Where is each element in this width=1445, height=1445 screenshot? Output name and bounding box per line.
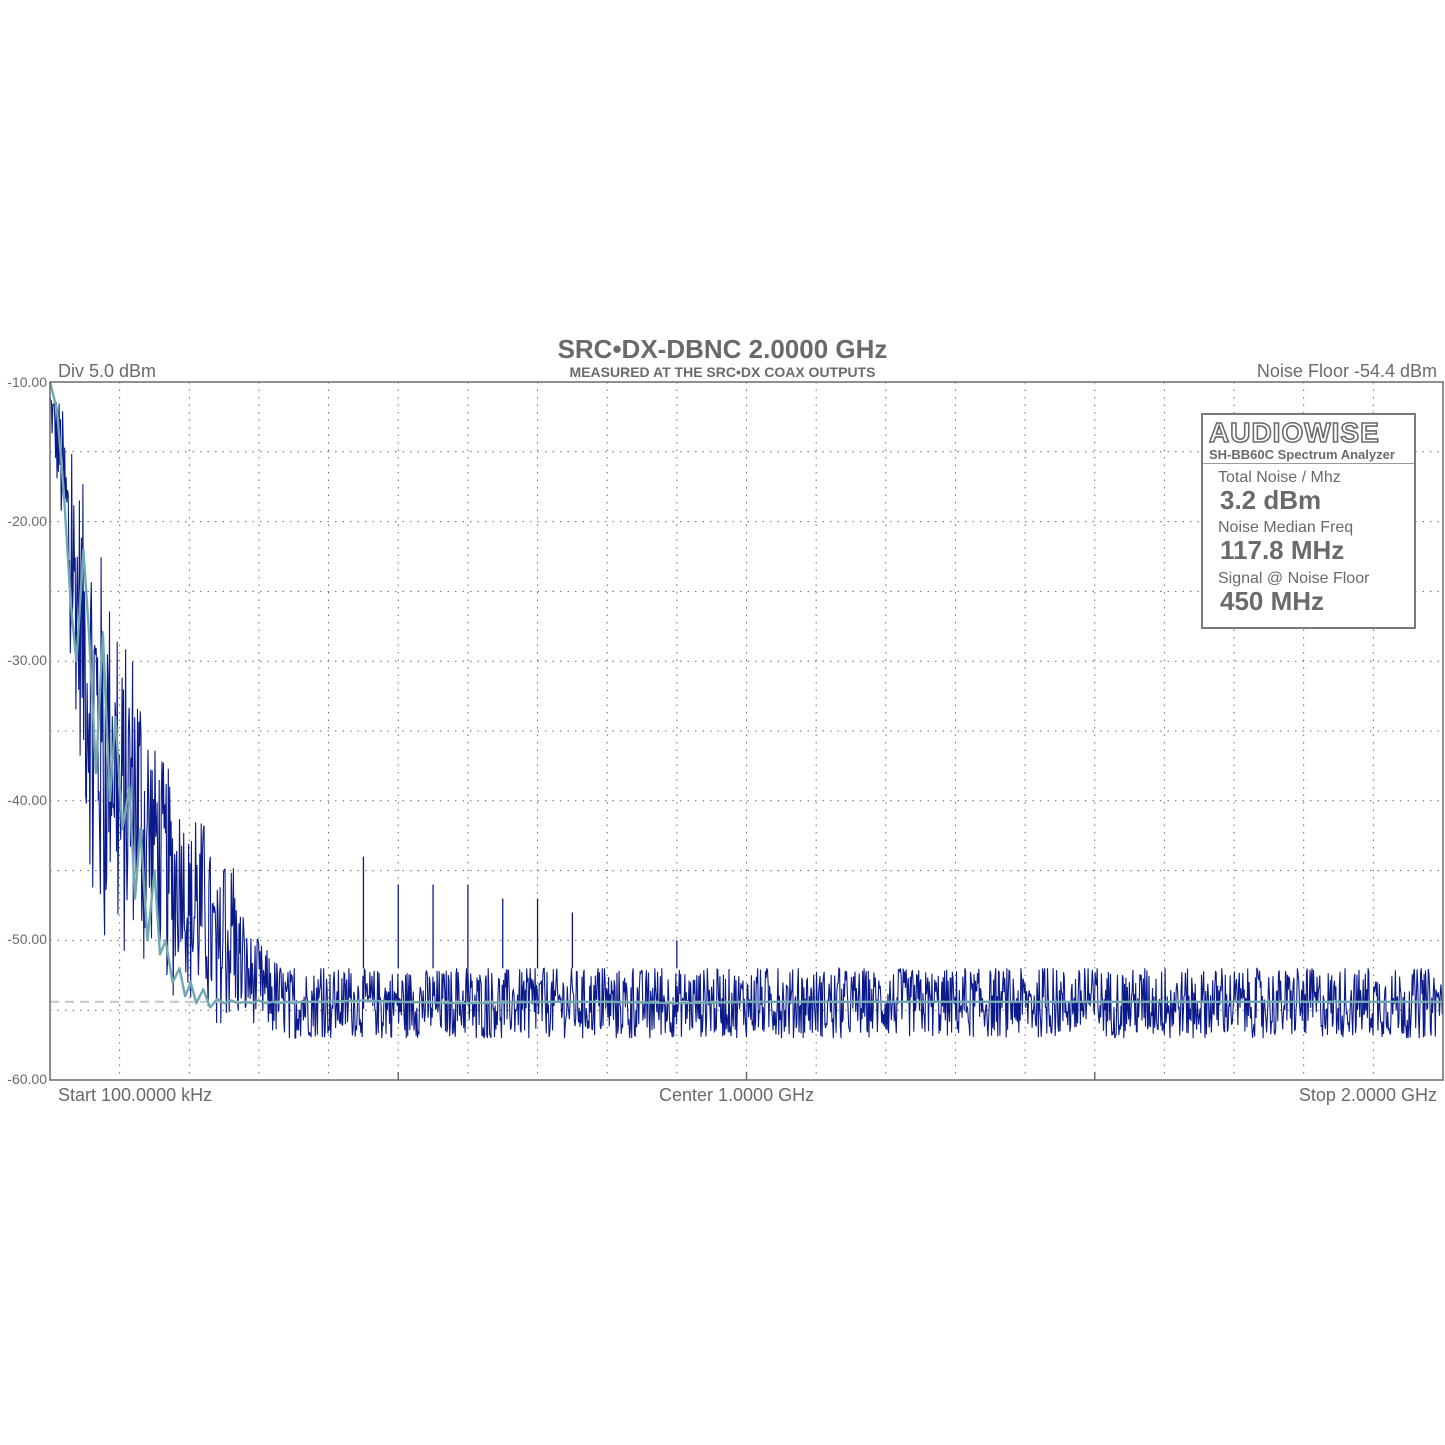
- chart-title: SRC•DX-DBNC 2.0000 GHz: [557, 334, 888, 364]
- total-noise-value: 3.2 dBm: [1220, 485, 1322, 515]
- chart-subtitle: MEASURED AT THE SRC•DX COAX OUTPUTS: [569, 364, 876, 380]
- average-trace: [48, 381, 1443, 1009]
- total-noise-label: Total Noise / Mhz: [1218, 469, 1341, 486]
- info-box: AUDIOWISE SH-BB60C Spectrum Analyzer Tot…: [1201, 413, 1416, 629]
- y-tick-label: -50.00: [7, 931, 47, 947]
- analyzer-model: SH-BB60C Spectrum Analyzer: [1209, 447, 1395, 462]
- noise-median-value: 117.8 MHz: [1220, 535, 1345, 565]
- brand-logo: AUDIOWISE: [1208, 416, 1380, 449]
- start-frequency-label: Start 100.0000 kHz: [58, 1085, 213, 1105]
- signal-noise-floor-value: 450 MHz: [1220, 586, 1325, 616]
- y-tick-label: -60.00: [7, 1071, 47, 1087]
- noise-median-label: Noise Median Freq: [1218, 519, 1354, 536]
- spectrum-noise-trace: [49, 396, 1443, 1039]
- div-label: Div 5.0 dBm: [58, 361, 157, 381]
- plot-frame: [49, 381, 1444, 1081]
- y-tick-label: -20.00: [7, 513, 47, 529]
- y-tick-label: -10.00: [7, 374, 47, 390]
- noise-floor-label: Noise Floor -54.4 dBm: [1256, 361, 1437, 381]
- y-tick-label: -40.00: [7, 792, 47, 808]
- center-frequency-label: Center 1.0000 GHz: [659, 1085, 815, 1105]
- grid: [50, 382, 1443, 1080]
- signal-noise-floor-label: Signal @ Noise Floor: [1218, 570, 1370, 587]
- spectrum-trace: [49, 396, 1443, 1039]
- stop-frequency-label: Stop 2.0000 GHz: [1298, 1085, 1437, 1105]
- y-tick-label: -30.00: [7, 652, 47, 668]
- divider: [1203, 463, 1414, 464]
